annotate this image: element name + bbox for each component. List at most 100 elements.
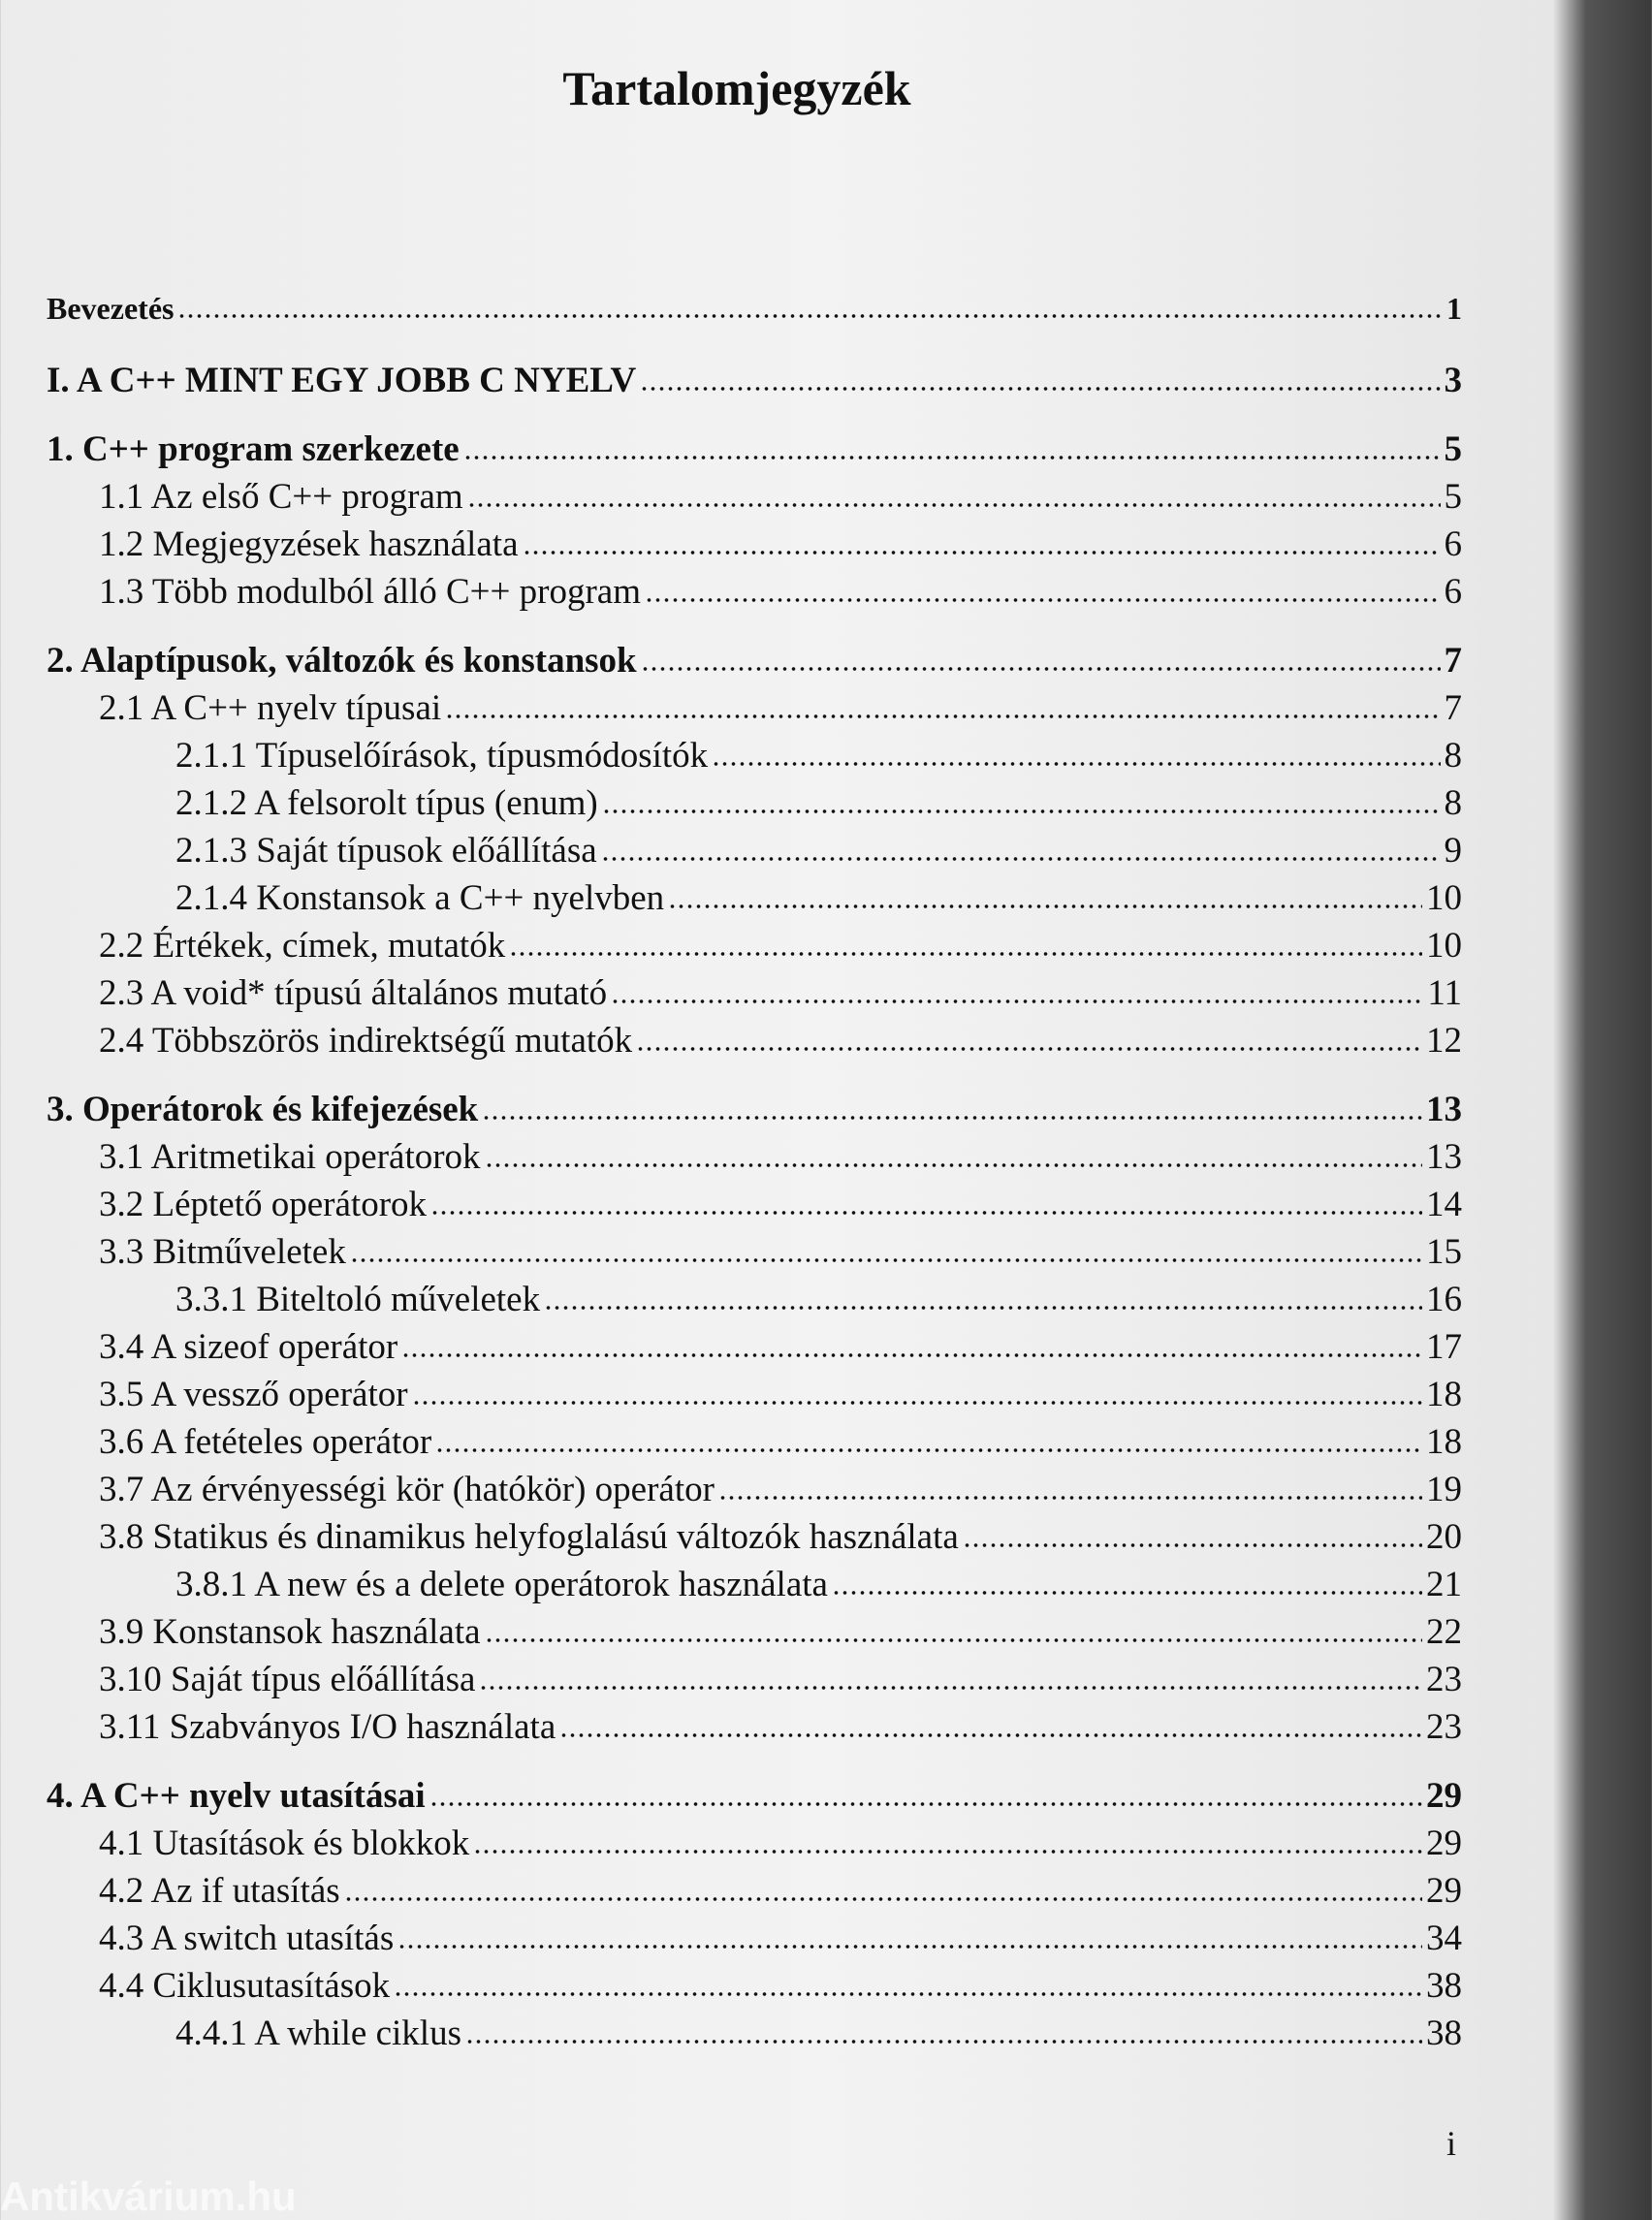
dot-leader <box>445 714 1441 719</box>
toc-entry: 1. C++ program szerkezete 5 <box>47 428 1462 476</box>
toc-entry: 3.3 Bitműveletek 15 <box>47 1231 1462 1279</box>
dot-leader <box>177 313 1443 319</box>
toc-entry: 3.3.1 Biteltoló műveletek 16 <box>47 1279 1462 1326</box>
dot-leader <box>544 1305 1422 1311</box>
dot-leader <box>600 856 1441 862</box>
dot-leader <box>962 1542 1422 1548</box>
entry-label: 3.7 Az érvényességi kör (hatókör) operát… <box>99 1470 715 1509</box>
entry-label: 2.1.3 Saját típusok előállítása <box>175 831 597 871</box>
dot-leader <box>435 1447 1422 1453</box>
entry-page: 29 <box>1426 1824 1462 1863</box>
entry-page: 15 <box>1426 1232 1462 1272</box>
dot-leader <box>484 1162 1422 1168</box>
entry-page: 17 <box>1426 1327 1462 1367</box>
entry-page: 10 <box>1426 926 1462 966</box>
entry-label: 2.4 Többszörös indirektségű mutatók <box>99 1021 633 1061</box>
entry-label: 1.2 Megjegyzések használata <box>99 524 519 564</box>
entry-page: 5 <box>1444 477 1463 517</box>
toc-entry: Bevezetés 1 <box>47 291 1462 338</box>
entry-page: 8 <box>1444 783 1463 823</box>
entry-page: 11 <box>1427 973 1462 1013</box>
entry-page: 20 <box>1426 1517 1462 1557</box>
entry-page: 5 <box>1444 429 1463 469</box>
entry-label: 3.1 Aritmetikai operátorok <box>99 1137 481 1177</box>
entry-label: 2.3 A void* típusú általános mutató <box>99 973 608 1013</box>
dot-leader <box>411 1400 1422 1406</box>
toc-entry: 4.4 Ciklusutasítások 38 <box>47 1965 1462 2013</box>
entry-label: 4.1 Utasítások és blokkok <box>99 1824 470 1863</box>
entry-label: 1. C++ program szerkezete <box>47 429 460 469</box>
entry-page: 6 <box>1444 524 1463 564</box>
dot-leader <box>464 2039 1422 2045</box>
toc-entry: 2.1.2 A felsorolt típus (enum) 8 <box>47 782 1462 830</box>
toc-entry: 1.1 Az első C++ program 5 <box>47 476 1462 523</box>
entry-page: 13 <box>1426 1090 1462 1129</box>
entry-page: 13 <box>1426 1137 1462 1177</box>
entry-label: 3.8 Statikus és dinamikus helyfoglalású … <box>99 1517 959 1557</box>
entry-label: 4.4 Ciklusutasítások <box>99 1966 391 2006</box>
entry-label: 2. Alaptípusok, változók és konstansok <box>47 641 637 681</box>
entry-label: 2.1.1 Típuselőírások, típusmódosítók <box>175 736 709 776</box>
toc-list: Bevezetés 1 I. A C++ MINT EGY JOBB C NYELV… <box>47 291 1462 2060</box>
entry-label: 3.9 Konstansok használata <box>99 1612 481 1652</box>
entry-page: 38 <box>1426 2014 1462 2053</box>
toc-entry: 4. A C++ nyelv utasításai 29 <box>47 1775 1462 1823</box>
entry-page: 23 <box>1426 1707 1462 1747</box>
toc-entry: 3.5 A vessző operátor 18 <box>47 1374 1462 1421</box>
entry-page: 3 <box>1444 361 1463 400</box>
toc-entry: 4.1 Utasítások és blokkok 29 <box>47 1823 1462 1870</box>
dot-leader <box>484 1637 1422 1643</box>
toc-entry: 3.8.1 A new és a delete operátorok haszn… <box>47 1564 1462 1611</box>
toc-entry: 3.8 Statikus és dinamikus helyfoglalású … <box>47 1516 1462 1564</box>
entry-label: 4. A C++ nyelv utasításai <box>47 1776 426 1816</box>
entry-page: 9 <box>1444 831 1463 871</box>
toc-entry: 3.6 A fetételes operátor 18 <box>47 1421 1462 1469</box>
toc-entry: 3.7 Az érvényességi kör (hatókör) operát… <box>47 1469 1462 1516</box>
entry-label: 3.10 Saját típus előállítása <box>99 1660 476 1699</box>
dot-leader <box>462 455 1441 460</box>
toc-entry: 2.1.3 Saját típusok előállítása 9 <box>47 830 1462 877</box>
entry-page: 19 <box>1426 1470 1462 1509</box>
entry-page: 16 <box>1426 1280 1462 1319</box>
entry-label: 3.3.1 Biteltoló műveletek <box>175 1280 541 1319</box>
entry-label: I. A C++ MINT EGY JOBB C NYELV <box>47 361 637 400</box>
dot-leader <box>668 904 1422 909</box>
page-number: i <box>1446 2124 1457 2163</box>
dot-leader <box>636 1046 1422 1052</box>
entry-label: 3.8.1 A new és a delete operátorok haszn… <box>175 1565 828 1604</box>
entry-page: 23 <box>1426 1660 1462 1699</box>
entry-page: 6 <box>1444 572 1463 612</box>
toc-entry: 2.4 Többszörös indirektségű mutatók 12 <box>47 1020 1462 1067</box>
entry-page: 14 <box>1426 1185 1462 1224</box>
entry-page: 8 <box>1444 736 1463 776</box>
dot-leader <box>397 1944 1422 1950</box>
entry-page: 29 <box>1426 1871 1462 1911</box>
toc-entry: 3.1 Aritmetikai operátorok 13 <box>47 1136 1462 1184</box>
toc-entry: 3.9 Konstansok használata 22 <box>47 1611 1462 1659</box>
dot-leader <box>430 1210 1422 1216</box>
toc-entry: 2.1 A C++ nyelv típusai 7 <box>47 687 1462 735</box>
toc-entry: 2.2 Értékek, címek, mutatók 10 <box>47 925 1462 972</box>
dot-leader <box>479 1685 1422 1691</box>
entry-label: 3.11 Szabványos I/O használata <box>99 1707 556 1747</box>
entry-page: 1 <box>1446 291 1462 326</box>
entry-page: 34 <box>1426 1919 1462 1958</box>
toc-entry: 3.2 Léptető operátorok 14 <box>47 1184 1462 1231</box>
entry-label: 4.4.1 A while ciklus <box>175 2014 461 2053</box>
dot-leader <box>640 666 1441 672</box>
entry-page: 12 <box>1426 1021 1462 1061</box>
entry-label: 2.1 A C++ nyelv típusai <box>99 688 442 728</box>
toc-entry: 3.10 Saját típus előállítása 23 <box>47 1659 1462 1706</box>
dot-leader <box>522 550 1441 555</box>
dot-leader <box>831 1590 1422 1596</box>
dot-leader <box>473 1849 1422 1855</box>
dot-leader <box>401 1352 1422 1358</box>
entry-label: 3.3 Bitműveletek <box>99 1232 346 1272</box>
toc-entry: 1.3 Több modulból álló C++ program 6 <box>47 571 1462 618</box>
dot-leader <box>717 1495 1422 1501</box>
dot-leader <box>343 1896 1422 1902</box>
dot-leader <box>645 597 1441 603</box>
entry-label: 3.4 A sizeof operátor <box>99 1327 398 1367</box>
entry-page: 29 <box>1426 1776 1462 1816</box>
